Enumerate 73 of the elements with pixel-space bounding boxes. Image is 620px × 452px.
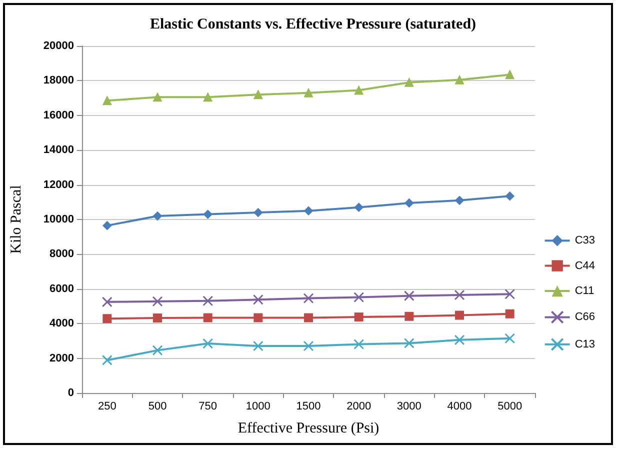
point <box>455 196 464 205</box>
point <box>303 293 314 304</box>
x-tick-label: 1000 <box>246 400 270 412</box>
point <box>203 210 212 219</box>
point <box>304 313 313 322</box>
x-tick-label: 250 <box>98 400 116 412</box>
point <box>254 313 263 322</box>
y-tick-label: 8000 <box>50 248 74 260</box>
point <box>354 292 364 302</box>
point <box>252 340 264 352</box>
x-tick-label: 5000 <box>498 400 522 412</box>
point <box>254 208 263 218</box>
y-tick-label: 0 <box>68 387 74 399</box>
point <box>202 338 214 349</box>
legend-label: C13 <box>574 338 596 350</box>
point <box>404 338 414 348</box>
legend-label: C66 <box>574 311 596 324</box>
point <box>454 290 465 300</box>
x-tick-label: 500 <box>148 400 167 412</box>
y-tick-label: 14000 <box>43 144 74 156</box>
y-axis-title: Kilo Pascal <box>8 185 24 254</box>
point <box>354 202 364 212</box>
y-tick-label: 6000 <box>50 282 74 295</box>
point <box>404 198 414 208</box>
point <box>354 338 364 350</box>
legend-label: C11 <box>574 285 594 297</box>
point <box>102 314 112 324</box>
point <box>354 312 364 322</box>
point <box>504 288 516 300</box>
y-tick-label: 10000 <box>43 214 74 226</box>
point <box>504 333 516 344</box>
point <box>455 310 464 320</box>
point <box>102 221 112 230</box>
y-tick-label: 4000 <box>50 318 74 330</box>
point <box>252 294 264 305</box>
y-tick-label: 2000 <box>50 352 74 364</box>
point <box>152 345 163 356</box>
x-tick-label: 1500 <box>296 400 321 412</box>
point <box>202 296 214 306</box>
x-axis-title: Effective Pressure (Psi) <box>238 420 380 436</box>
point <box>454 334 465 346</box>
y-tick-label: 12000 <box>43 178 74 191</box>
point <box>254 90 263 100</box>
point <box>304 206 313 216</box>
point <box>203 92 212 102</box>
point <box>303 340 314 352</box>
y-tick-label: 18000 <box>43 74 74 87</box>
point <box>102 354 112 366</box>
point <box>404 312 414 321</box>
point <box>505 192 514 201</box>
point <box>404 78 414 87</box>
legend-label: C44 <box>574 260 596 272</box>
point <box>153 92 162 102</box>
point <box>404 290 414 302</box>
x-tick-label: 2000 <box>346 400 372 412</box>
legend-label: C33 <box>574 234 596 247</box>
x-tick-label: 4000 <box>447 400 472 412</box>
point <box>354 86 364 95</box>
x-tick-label: 3000 <box>396 400 422 412</box>
point <box>203 313 212 322</box>
chart-title: Elastic Constants vs. Effective Pressure (saturated) <box>150 16 476 32</box>
point <box>102 296 112 308</box>
point <box>455 75 464 84</box>
point <box>102 96 112 106</box>
point <box>304 88 313 98</box>
y-tick-label: 20000 <box>43 40 74 52</box>
point <box>152 296 163 307</box>
point <box>153 212 162 221</box>
y-tick-label: 16000 <box>43 109 74 122</box>
point <box>153 314 162 323</box>
x-tick-label: 750 <box>198 400 218 412</box>
point <box>505 70 514 80</box>
point <box>505 309 514 318</box>
